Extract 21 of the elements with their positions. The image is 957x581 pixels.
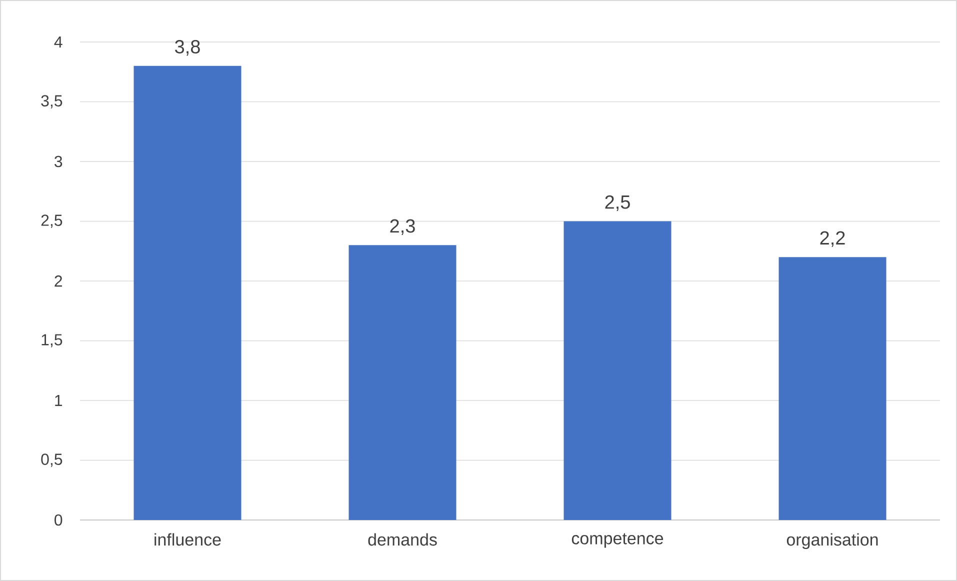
- y-tick-label: 1,5: [42, 334, 62, 348]
- bar: [564, 221, 672, 520]
- x-tick-label: influence: [154, 533, 221, 546]
- bar: [778, 257, 886, 520]
- y-tick-label: 0: [54, 514, 62, 526]
- y-tick-label: 0,5: [41, 454, 62, 467]
- y-tick-label: 1: [55, 394, 62, 406]
- bar: [134, 66, 242, 520]
- y-tick-label: 3,5: [41, 95, 62, 108]
- data-label: 2,5: [605, 195, 630, 212]
- y-tick-label: 2: [54, 275, 62, 287]
- y-tick-label: 2,5: [41, 214, 62, 228]
- x-tick-label: competence: [572, 533, 664, 548]
- data-label: 2,3: [390, 219, 415, 235]
- y-tick-label: 3: [54, 156, 62, 168]
- data-label: 2,2: [820, 231, 845, 247]
- x-tick-label: demands: [368, 533, 437, 546]
- data-label: 3,8: [175, 40, 200, 56]
- x-tick-label: organisation: [786, 533, 878, 550]
- bar: [348, 245, 456, 520]
- y-tick-label: 4: [54, 36, 62, 48]
